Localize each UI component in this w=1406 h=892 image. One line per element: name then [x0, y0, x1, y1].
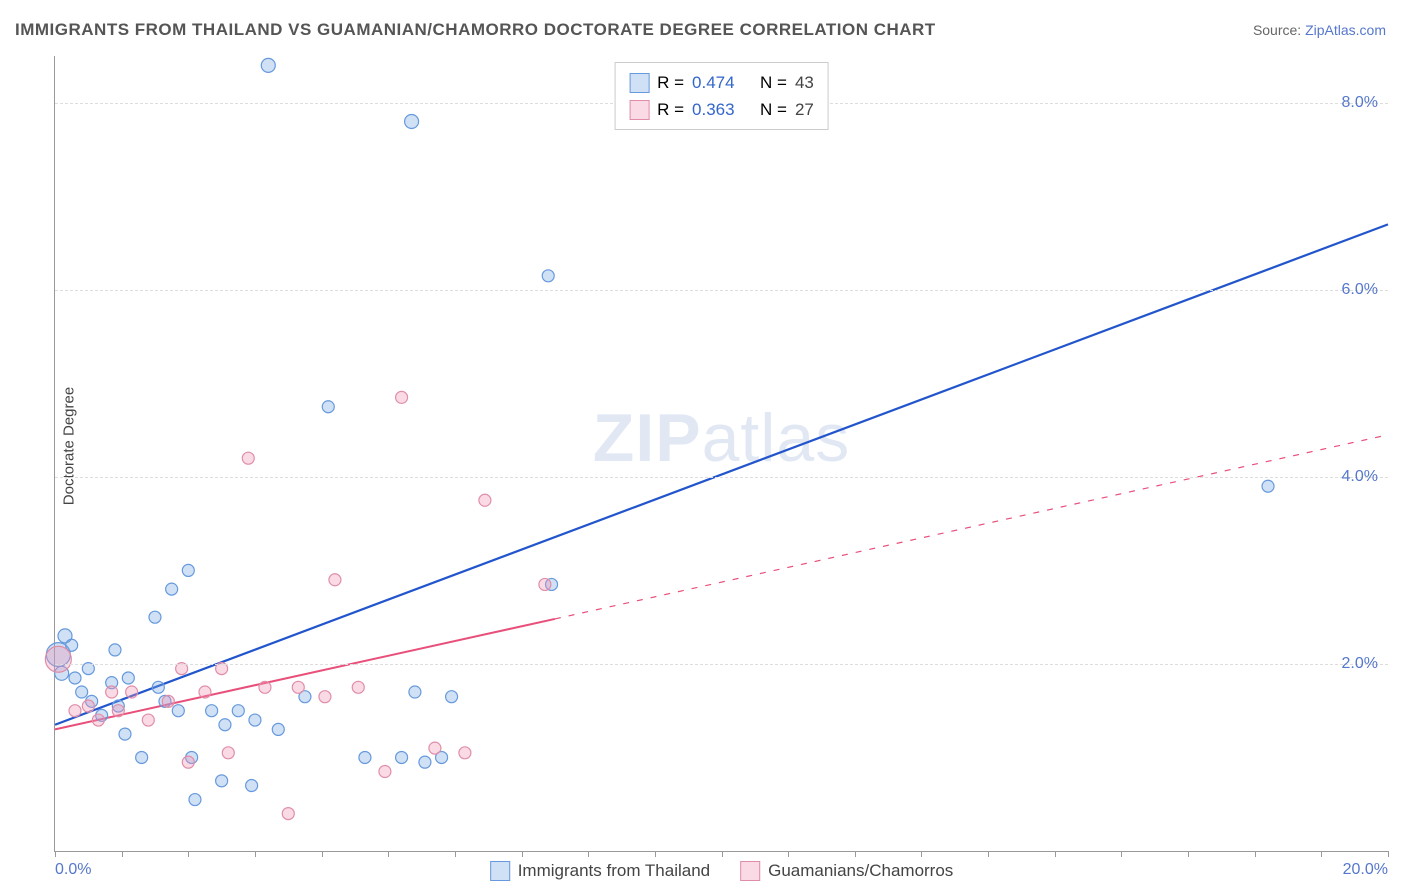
xtick-label: 20.0% [1343, 861, 1388, 879]
n-label: N = [760, 69, 787, 96]
r-label: R = [657, 69, 684, 96]
legend-series-label-1: Guamanians/Chamorros [768, 861, 953, 881]
xtick-mark [455, 851, 456, 857]
n-value-1: 27 [795, 96, 814, 123]
chart-title: IMMIGRANTS FROM THAILAND VS GUAMANIAN/CH… [15, 20, 936, 40]
xtick-mark [122, 851, 123, 857]
legend-swatch-1 [629, 100, 649, 120]
plot-svg [55, 56, 1388, 851]
xtick-mark [255, 851, 256, 857]
legend-swatch-0 [629, 73, 649, 93]
ytick-label: 8.0% [1342, 94, 1378, 112]
xtick-mark [921, 851, 922, 857]
legend-series-item-1: Guamanians/Chamorros [740, 861, 953, 881]
gridline-h [55, 290, 1388, 291]
xtick-mark [322, 851, 323, 857]
xtick-mark [1321, 851, 1322, 857]
legend-stats-row-0: R = 0.474 N = 43 [629, 69, 814, 96]
ytick-label: 2.0% [1342, 655, 1378, 673]
source-label: Source: ZipAtlas.com [1253, 22, 1386, 38]
xtick-mark [1121, 851, 1122, 857]
source-link[interactable]: ZipAtlas.com [1305, 22, 1386, 38]
ytick-label: 4.0% [1342, 468, 1378, 486]
r-value-0: 0.474 [692, 69, 735, 96]
legend-stats-row-1: R = 0.363 N = 27 [629, 96, 814, 123]
xtick-mark [1188, 851, 1189, 857]
legend-swatch-bottom-1 [740, 861, 760, 881]
xtick-mark [655, 851, 656, 857]
xtick-mark [788, 851, 789, 857]
xtick-mark [1255, 851, 1256, 857]
ytick-label: 6.0% [1342, 281, 1378, 299]
xtick-mark [588, 851, 589, 857]
r-label: R = [657, 96, 684, 123]
legend-series: Immigrants from Thailand Guamanians/Cham… [490, 861, 954, 881]
r-value-1: 0.363 [692, 96, 735, 123]
xtick-mark [1388, 851, 1389, 857]
xtick-mark [855, 851, 856, 857]
legend-stats: R = 0.474 N = 43 R = 0.363 N = 27 [614, 62, 829, 130]
xtick-mark [522, 851, 523, 857]
xtick-mark [188, 851, 189, 857]
legend-series-label-0: Immigrants from Thailand [518, 861, 710, 881]
chart-plot-area: ZIPatlas R = 0.474 N = 43 R = 0.363 N = … [54, 56, 1388, 852]
xtick-label: 0.0% [55, 861, 91, 879]
n-label: N = [760, 96, 787, 123]
gridline-h [55, 664, 1388, 665]
gridline-h [55, 477, 1388, 478]
xtick-mark [722, 851, 723, 857]
xtick-mark [988, 851, 989, 857]
xtick-mark [1055, 851, 1056, 857]
legend-swatch-bottom-0 [490, 861, 510, 881]
n-value-0: 43 [795, 69, 814, 96]
xtick-mark [55, 851, 56, 857]
source-prefix: Source: [1253, 22, 1305, 38]
xtick-mark [388, 851, 389, 857]
legend-series-item-0: Immigrants from Thailand [490, 861, 710, 881]
